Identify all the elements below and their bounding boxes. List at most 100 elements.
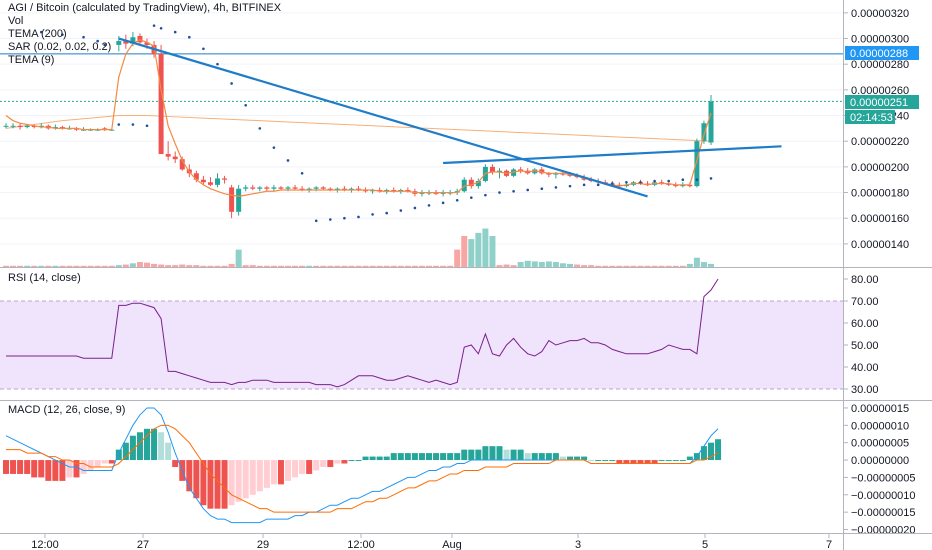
candle-body: [391, 189, 397, 192]
macd-histogram-bar: [616, 460, 623, 464]
price-tick-label: 0.00000140: [851, 239, 909, 251]
candle-body: [250, 187, 256, 189]
sar-dot: [413, 206, 417, 210]
macd-histogram-bar: [503, 449, 510, 461]
price-tick-label: 0.00000200: [851, 162, 909, 174]
macd-histogram-bar: [623, 460, 630, 464]
sar-dot: [272, 146, 276, 149]
candle-body: [243, 187, 249, 189]
volume-bar: [418, 265, 425, 267]
volume-bar: [165, 265, 172, 267]
volume-bar: [129, 263, 136, 267]
rsi-tick-label: 50.00: [851, 340, 879, 352]
volume-bar: [200, 265, 207, 267]
sar-dot: [568, 184, 572, 188]
macd-histogram-bar: [588, 460, 595, 462]
sar-dot: [258, 127, 262, 130]
candle-body: [74, 128, 79, 130]
macd-histogram-bar: [630, 460, 637, 464]
volume-bar: [334, 265, 341, 267]
sar-dot: [470, 196, 473, 199]
sar-dot: [371, 213, 374, 216]
macd-histogram-bar: [235, 460, 242, 502]
sar-dot: [300, 171, 304, 175]
volume-bar: [263, 265, 270, 267]
sar-dot: [39, 30, 43, 34]
volume-bar: [468, 239, 475, 267]
volume-bar: [447, 265, 454, 267]
volume-bar: [320, 265, 327, 267]
candle-body: [384, 189, 390, 192]
price-tag-last: 0.00000251 02:14:53: [845, 95, 919, 124]
volume-bar: [292, 265, 299, 267]
time-tick-label: 3: [575, 539, 581, 550]
macd-histogram-bar: [433, 453, 440, 461]
candle-body: [370, 189, 376, 192]
volume-bar: [151, 263, 158, 267]
macd-histogram-bar: [658, 460, 665, 462]
macd-histogram-bar: [602, 460, 609, 462]
volume-bar: [31, 265, 38, 267]
volume-bar: [348, 265, 355, 267]
macd-histogram-bar: [207, 460, 214, 509]
candle-body: [377, 189, 383, 192]
candle-body: [623, 184, 629, 187]
volume-bar: [461, 236, 468, 267]
macd-histogram-bar: [327, 460, 334, 467]
volume-bar: [503, 264, 510, 267]
sar-dot: [188, 35, 191, 39]
macd-histogram-bar: [461, 449, 468, 461]
candle-body: [363, 189, 369, 192]
sar-dot: [159, 26, 163, 30]
price-tick-label: 0.00000320: [851, 8, 909, 20]
rsi-tick-label: 70.00: [851, 296, 879, 308]
macd-histogram-bar: [80, 460, 87, 474]
price-tick-label: 0.00000180: [851, 188, 909, 200]
volume-bar: [538, 262, 545, 267]
volume-bar: [306, 265, 313, 267]
sar-dot: [244, 103, 247, 107]
tema200-line: [5, 115, 712, 142]
volume-bar: [17, 265, 24, 267]
volume-bar: [87, 265, 94, 267]
macd-histogram-bar: [158, 432, 165, 461]
volume-bar: [383, 265, 390, 267]
candle-body: [215, 178, 220, 185]
candle-body: [567, 174, 573, 176]
volume-bar: [59, 265, 66, 267]
macd-histogram-bar: [468, 449, 475, 461]
rsi-pane[interactable]: [0, 278, 843, 390]
volume-bar: [651, 265, 658, 267]
sar-dot: [82, 35, 85, 39]
sar-dot: [582, 183, 586, 187]
candle-body: [334, 188, 340, 190]
volume-bar: [270, 265, 277, 267]
volume-bar: [482, 228, 489, 267]
candle-body: [645, 183, 651, 185]
macd-pane[interactable]: [3, 407, 722, 524]
price-tick-label: 0.00000280: [851, 59, 909, 71]
sar-dot: [526, 188, 529, 192]
price-pane[interactable]: [0, 12, 843, 267]
candle-body: [3, 125, 9, 127]
price-tick-label: 0.00000160: [851, 213, 909, 225]
candle-body: [144, 42, 150, 45]
sar-dot: [173, 30, 177, 34]
volume-bar: [475, 232, 482, 267]
sar-dot: [498, 191, 501, 194]
legend-tema200: TEMA (200): [8, 28, 67, 40]
macd-histogram-bar: [10, 460, 17, 474]
candle-body: [616, 184, 622, 187]
price-tag-level: 0.00000288: [845, 46, 919, 60]
volume-bar: [489, 236, 496, 267]
macd-histogram-bar: [3, 460, 9, 474]
volume-bar: [411, 265, 418, 267]
sar-dot: [329, 218, 332, 221]
volume-bar: [397, 265, 404, 267]
macd-histogram-bar: [637, 460, 644, 464]
time-tick-label: 7: [826, 539, 832, 550]
sar-dot: [117, 123, 121, 126]
volume-bar: [524, 260, 531, 267]
volume-bar: [136, 262, 143, 267]
